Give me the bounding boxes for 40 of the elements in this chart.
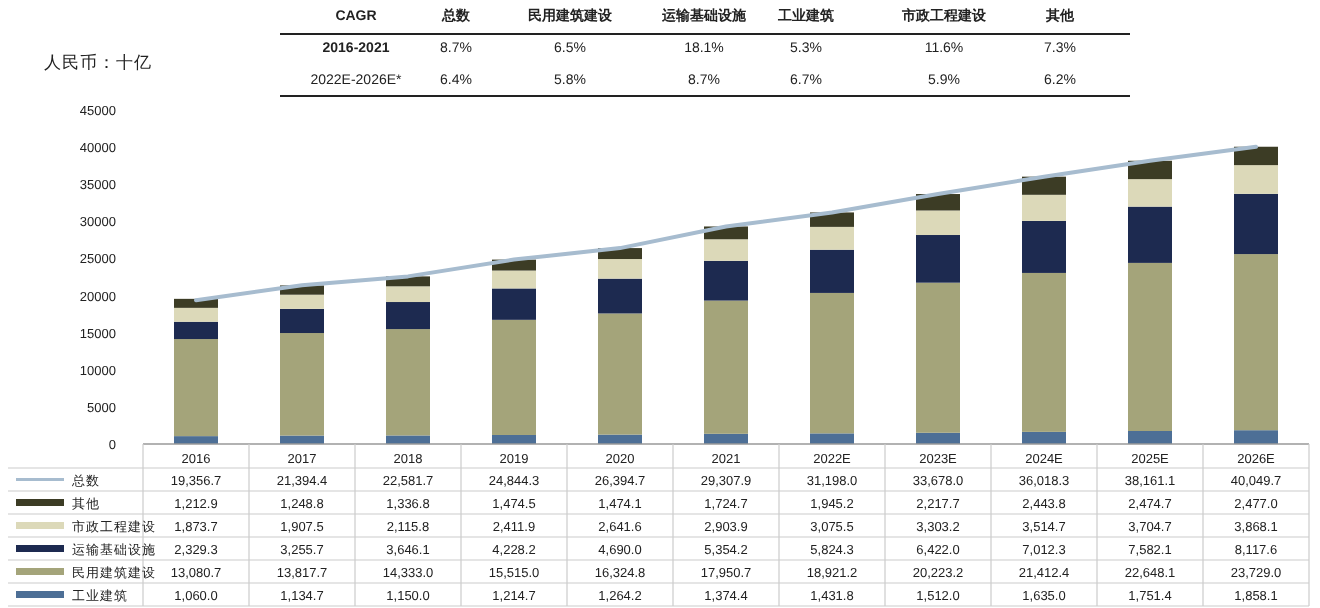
bar: [1128, 262, 1172, 431]
bar: [1128, 206, 1172, 263]
bar: [1022, 194, 1066, 221]
bar: [1128, 179, 1172, 207]
bar: [704, 239, 748, 261]
bar: [1022, 272, 1066, 432]
y-axis-title: 人民币：十亿: [44, 52, 152, 74]
bar: [386, 329, 430, 436]
bar: [810, 433, 854, 444]
bar: [916, 235, 960, 283]
bar: [598, 259, 642, 279]
bar: [1022, 220, 1066, 273]
bar: [598, 313, 642, 435]
bar: [1234, 193, 1278, 255]
bar: [704, 260, 748, 301]
bar: [174, 307, 218, 322]
bar: [280, 294, 324, 309]
bar: [174, 321, 218, 340]
bar: [1234, 165, 1278, 194]
line-series: [194, 144, 1258, 303]
bar: [280, 308, 324, 334]
bar: [386, 286, 430, 303]
bar: [386, 302, 430, 330]
bar: [1128, 431, 1172, 444]
bar: [492, 319, 536, 435]
bar: [280, 333, 324, 436]
bar: [916, 282, 960, 433]
bar: [810, 292, 854, 434]
bar: [386, 435, 430, 444]
bar: [704, 300, 748, 434]
bar: [1234, 430, 1278, 444]
bar: [598, 278, 642, 314]
bar: [174, 339, 218, 437]
bar: [1022, 431, 1066, 444]
bar: [492, 288, 536, 320]
bar: [810, 226, 854, 250]
bar: [916, 210, 960, 236]
bar: [810, 249, 854, 293]
bar: [492, 270, 536, 289]
bar: [1234, 254, 1278, 431]
